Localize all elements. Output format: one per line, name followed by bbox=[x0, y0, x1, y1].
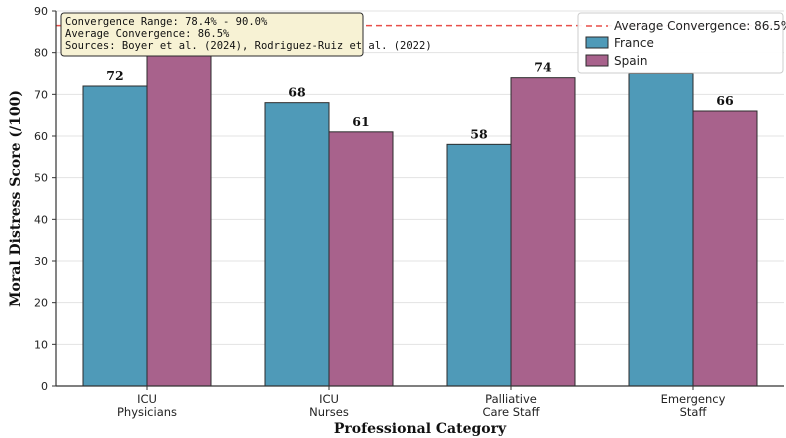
annotation-box bbox=[60, 12, 364, 57]
legend-label: Spain bbox=[614, 54, 648, 68]
bar bbox=[628, 73, 694, 387]
y-axis-title: Moral Distress Score (/100) bbox=[8, 90, 24, 307]
bar bbox=[146, 52, 212, 387]
annotation-text: Convergence Range: 78.4% - 90.0% bbox=[65, 16, 268, 28]
y-tick-label: 70 bbox=[34, 88, 48, 101]
x-tick-label: Palliative bbox=[485, 392, 537, 406]
x-tick-label: Staff bbox=[680, 405, 708, 419]
x-tick-label: Nurses bbox=[309, 405, 349, 419]
bar bbox=[82, 85, 148, 387]
data-label: 74 bbox=[534, 60, 552, 75]
x-tick-label: ICU bbox=[137, 392, 157, 406]
annotation-text: Sources: Boyer et al. (2024), Rodriguez-… bbox=[65, 40, 432, 52]
bar bbox=[692, 110, 758, 387]
y-tick-label: 20 bbox=[34, 297, 48, 310]
legend-swatch bbox=[585, 36, 609, 49]
y-tick-label: 40 bbox=[34, 213, 48, 226]
y-tick-label: 90 bbox=[34, 5, 48, 18]
x-axis-title: Professional Category bbox=[334, 421, 507, 437]
y-tick-label: 10 bbox=[34, 338, 48, 351]
data-label: 61 bbox=[352, 114, 369, 129]
annotation-text: Average Convergence: 86.5% bbox=[65, 28, 230, 40]
legend bbox=[577, 12, 784, 74]
bar bbox=[328, 131, 394, 387]
bar bbox=[510, 77, 576, 387]
y-tick-label: 30 bbox=[34, 255, 48, 268]
y-tick-label: 80 bbox=[34, 47, 48, 60]
data-label: 58 bbox=[470, 126, 488, 141]
legend-swatch bbox=[585, 54, 609, 67]
x-tick-label: Care Staff bbox=[482, 405, 540, 419]
data-label: 66 bbox=[716, 93, 734, 108]
y-tick-label: 60 bbox=[34, 130, 48, 143]
legend-label: France bbox=[614, 36, 654, 50]
data-label: 72 bbox=[106, 68, 123, 83]
bar bbox=[446, 143, 512, 387]
legend-label: Average Convergence: 86.5% bbox=[614, 19, 786, 33]
y-tick-label: 0 bbox=[41, 380, 48, 393]
y-tick-label: 50 bbox=[34, 172, 48, 185]
x-tick-label: ICU bbox=[319, 392, 339, 406]
x-tick-label: Emergency bbox=[661, 392, 726, 406]
x-tick-label: Physicians bbox=[117, 405, 177, 419]
bar bbox=[264, 102, 330, 387]
data-label: 68 bbox=[288, 85, 306, 100]
